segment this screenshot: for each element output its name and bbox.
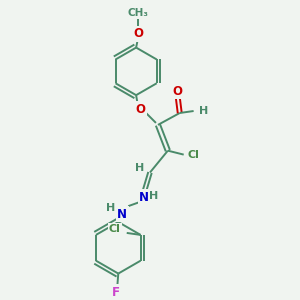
Text: H: H (149, 191, 159, 201)
Text: O: O (135, 103, 145, 116)
Text: H: H (199, 106, 208, 116)
Text: H: H (136, 164, 145, 173)
Text: Cl: Cl (188, 150, 200, 160)
Text: O: O (173, 85, 183, 98)
Text: F: F (112, 286, 120, 299)
Text: N: N (117, 208, 127, 220)
Text: CH₃: CH₃ (128, 8, 148, 18)
Text: N: N (139, 191, 149, 204)
Text: H: H (106, 203, 115, 213)
Text: Cl: Cl (109, 224, 121, 234)
Text: O: O (133, 27, 143, 40)
